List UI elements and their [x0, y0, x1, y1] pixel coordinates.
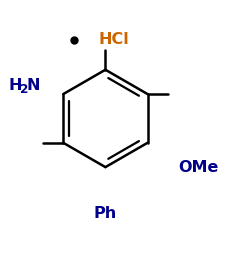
Text: HCl: HCl [99, 32, 130, 47]
Text: N: N [27, 78, 40, 93]
Text: H: H [8, 78, 22, 93]
Text: OMe: OMe [178, 160, 219, 175]
Text: Ph: Ph [94, 206, 117, 221]
Text: 2: 2 [20, 83, 29, 96]
